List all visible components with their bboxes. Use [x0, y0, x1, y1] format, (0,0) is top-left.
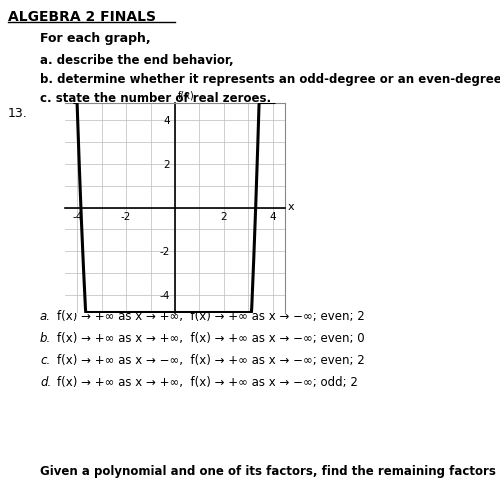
Text: f(x) → +∞ as x → +∞,  f(x) → +∞ as x → −∞; odd; 2: f(x) → +∞ as x → +∞, f(x) → +∞ as x → −∞…: [57, 376, 358, 389]
Text: 13.: 13.: [8, 107, 28, 120]
Text: ALGEBRA 2 FINALS: ALGEBRA 2 FINALS: [8, 10, 156, 24]
Text: a. describe the end behavior,: a. describe the end behavior,: [40, 54, 234, 67]
Text: b.: b.: [40, 332, 52, 345]
Text: f(x) → +∞ as x → +∞,  f(x) → +∞ as x → −∞; even; 2: f(x) → +∞ as x → +∞, f(x) → +∞ as x → −∞…: [57, 310, 365, 323]
Text: d.: d.: [40, 376, 52, 389]
Text: x: x: [288, 202, 294, 212]
Text: b. determine whether it represents an odd-degree or an even-degree: b. determine whether it represents an od…: [40, 73, 500, 86]
Text: Given a polynomial and one of its factors, find the remaining factors: Given a polynomial and one of its factor…: [40, 465, 496, 478]
Text: f(x) → +∞ as x → +∞,  f(x) → +∞ as x → −∞; even; 0: f(x) → +∞ as x → +∞, f(x) → +∞ as x → −∞…: [57, 332, 364, 345]
Text: f(x) → +∞ as x → −∞,  f(x) → +∞ as x → −∞; even; 2: f(x) → +∞ as x → −∞, f(x) → +∞ as x → −∞…: [57, 354, 365, 367]
Text: c.: c.: [40, 354, 50, 367]
Text: For each graph,: For each graph,: [40, 32, 150, 45]
Text: c. state the number of real zeroes.: c. state the number of real zeroes.: [40, 92, 271, 105]
Text: a.: a.: [40, 310, 51, 323]
Text: f(x): f(x): [178, 90, 194, 101]
